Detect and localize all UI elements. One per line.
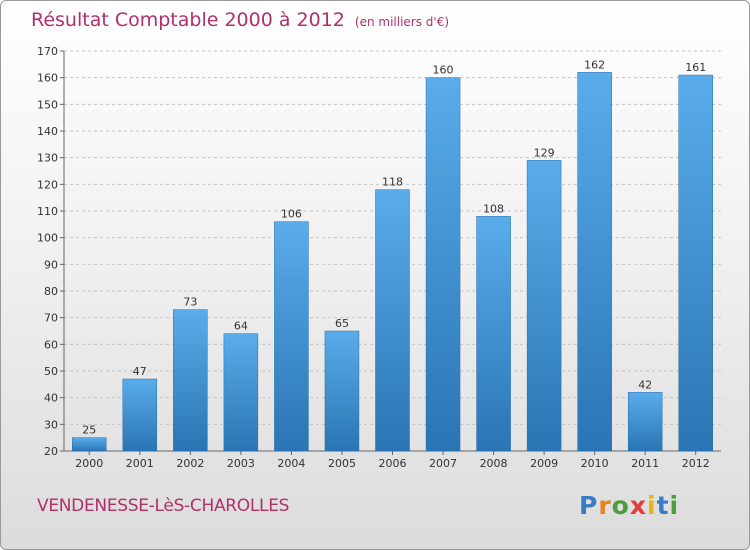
x-tick-label: 2001: [126, 457, 154, 470]
bar-value-label: 162: [584, 58, 605, 71]
logo-letter: o: [611, 491, 630, 520]
y-tick-label: 20: [44, 445, 58, 458]
bar: [324, 330, 360, 452]
x-tick-label: 2011: [631, 457, 659, 470]
y-tick-label: 160: [37, 72, 58, 85]
commune-name: VENDENESSE-LèS-CHAROLLES: [37, 496, 290, 516]
x-tick-label: 2004: [277, 457, 305, 470]
bar: [72, 437, 107, 452]
bar: [425, 77, 461, 452]
x-tick-label: 2009: [530, 457, 558, 470]
bar-value-label: 118: [382, 176, 403, 189]
y-tick-label: 70: [44, 312, 58, 325]
y-tick-label: 130: [37, 152, 58, 165]
y-tick-label: 170: [37, 45, 58, 58]
bar-value-label: 129: [534, 146, 555, 159]
logo-letter: P: [579, 491, 599, 520]
bar: [223, 333, 259, 452]
logo-letter: i: [647, 491, 657, 520]
bar-value-label: 25: [82, 424, 96, 437]
chart-title: Résultat Comptable 2000 à 2012 (en millie…: [31, 9, 449, 31]
y-tick-label: 150: [37, 98, 58, 111]
bar: [678, 74, 713, 452]
x-tick-label: 2002: [176, 457, 204, 470]
bar-value-label: 108: [483, 202, 504, 215]
bar-value-label: 65: [335, 317, 349, 330]
chart-subtitle: (en milliers d'€): [354, 15, 450, 29]
bar-value-label: 42: [638, 378, 652, 391]
y-tick-label: 40: [44, 392, 58, 405]
bar: [627, 392, 663, 452]
bar-value-label: 73: [183, 296, 197, 309]
chart-title-text: Résultat Comptable 2000 à 2012: [31, 9, 345, 31]
y-tick-label: 120: [37, 178, 58, 191]
logo-letter: r: [598, 491, 612, 520]
logo-letter: i: [669, 491, 680, 520]
y-tick-label: 110: [37, 205, 58, 218]
x-tick-label: 2010: [581, 457, 609, 470]
bar-value-label: 161: [685, 61, 706, 74]
bar: [122, 378, 158, 452]
bar: [577, 72, 612, 452]
x-tick-label: 2008: [480, 457, 508, 470]
bar: [173, 309, 208, 452]
x-tick-label: 2012: [682, 457, 710, 470]
logo-letter: t: [656, 491, 670, 520]
logo-letter: x: [629, 491, 647, 520]
bar-value-label: 47: [133, 365, 147, 378]
y-tick-label: 100: [37, 232, 58, 245]
y-tick-label: 60: [44, 338, 58, 351]
y-tick-label: 90: [44, 258, 58, 271]
x-tick-label: 2005: [328, 457, 356, 470]
bar-value-label: 106: [281, 208, 302, 221]
y-tick-label: 30: [44, 418, 58, 431]
bar: [274, 221, 309, 452]
bar: [375, 189, 410, 452]
x-tick-label: 2006: [379, 457, 407, 470]
x-tick-label: 2007: [429, 457, 457, 470]
bar-value-label: 64: [234, 320, 248, 333]
proxiti-logo: Proxiti: [579, 491, 679, 520]
y-tick-label: 80: [44, 285, 58, 298]
y-tick-label: 140: [37, 125, 58, 138]
x-tick-label: 2003: [227, 457, 255, 470]
bar: [476, 216, 511, 452]
bar-value-label: 160: [433, 64, 454, 77]
x-tick-label: 2000: [75, 457, 103, 470]
bar: [526, 160, 562, 452]
y-tick-label: 50: [44, 365, 58, 378]
